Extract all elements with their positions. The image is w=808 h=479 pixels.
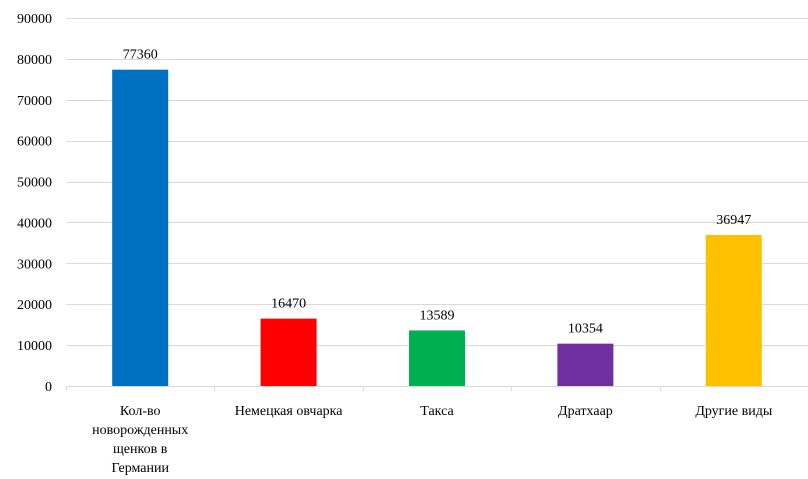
y-tick-label: 10000 <box>17 339 52 354</box>
x-tick-label-line: щенков в <box>113 442 168 457</box>
x-tick-label: Кол-во новорожденных щенков в Германии <box>92 404 188 476</box>
x-tick-label-line: Немецкая овчарка <box>235 404 344 419</box>
y-tick-label: 80000 <box>17 53 52 68</box>
x-tick-label: Дратхаар <box>558 404 613 419</box>
bar <box>705 234 762 386</box>
y-tick-label: 0 <box>45 380 52 395</box>
bars <box>112 69 762 386</box>
x-axis: Кол-во новорожденных щенков в Германии Немец… <box>66 386 808 476</box>
bar <box>557 343 614 386</box>
data-label: 77360 <box>123 48 158 63</box>
y-tick-label: 90000 <box>17 12 52 27</box>
y-axis: 0 10000 20000 30000 40000 50000 60000 70000 8000… <box>17 12 52 395</box>
y-tick-label: 60000 <box>17 135 52 150</box>
x-tick-label-line: Дратхаар <box>558 404 613 419</box>
x-tick-label: Другие виды <box>695 404 773 419</box>
y-tick-label: 70000 <box>17 94 52 109</box>
data-label: 10354 <box>568 322 603 337</box>
x-tick-label-line: Кол-во <box>120 404 161 419</box>
x-tick-label: Такса <box>420 404 454 419</box>
bar <box>260 318 317 386</box>
data-label: 16470 <box>271 297 306 312</box>
gridlines <box>66 18 808 346</box>
x-tick-label-line: Германии <box>111 461 169 476</box>
x-tick-label-line: Такса <box>420 404 454 419</box>
y-tick-label: 30000 <box>17 257 52 272</box>
y-tick-label: 50000 <box>17 176 52 191</box>
y-tick-label: 40000 <box>17 216 52 231</box>
data-label: 36947 <box>716 213 751 228</box>
x-tick-label: Немецкая овчарка <box>235 404 344 419</box>
data-label: 13589 <box>420 308 455 323</box>
data-labels: 77360 16470 13589 10354 36947 <box>123 48 752 337</box>
bar <box>409 330 465 386</box>
x-tick-label-line: новорожденных <box>92 423 188 438</box>
bar <box>112 69 169 386</box>
x-tick-label-line: Другие виды <box>695 404 773 419</box>
y-tick-label: 20000 <box>17 298 52 313</box>
